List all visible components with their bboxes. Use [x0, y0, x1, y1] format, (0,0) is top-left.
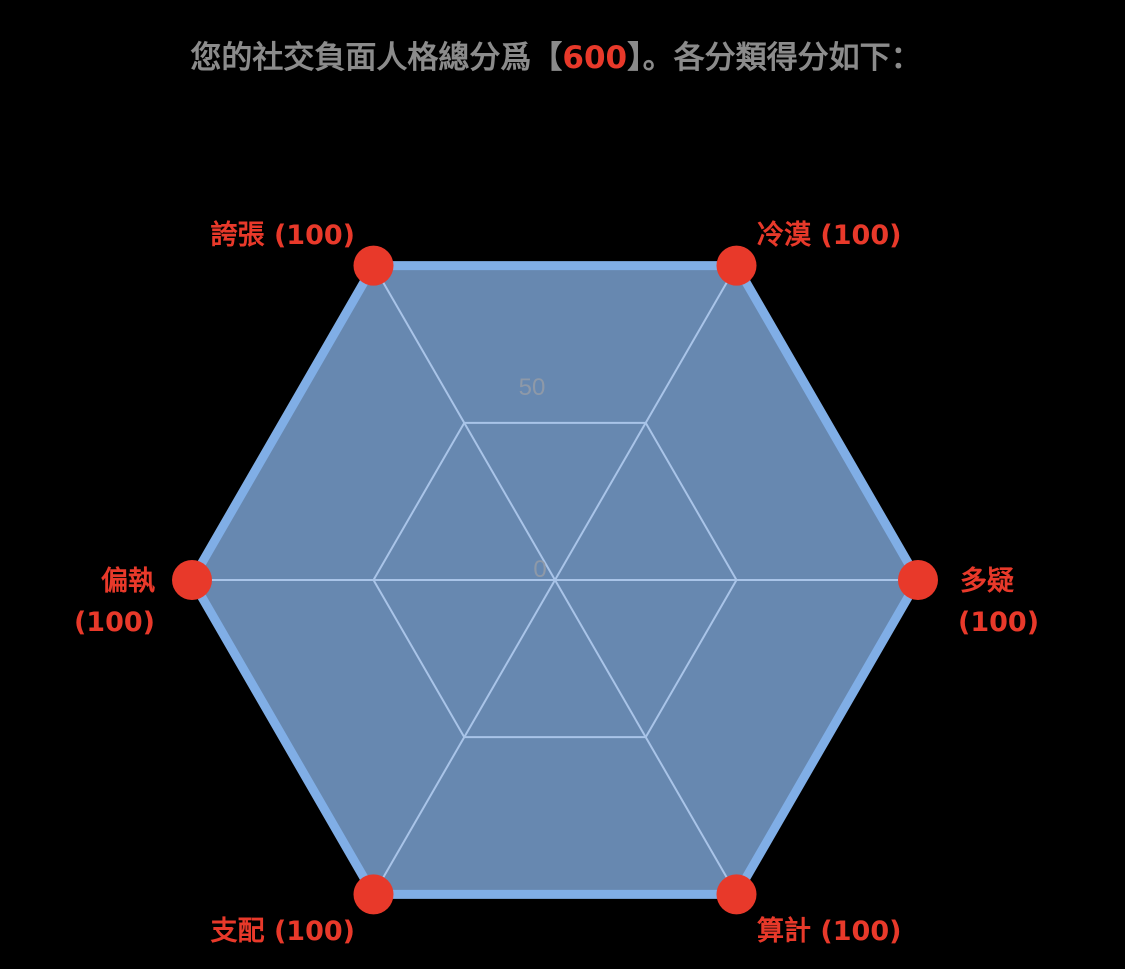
axis-label: 偏執 [101, 566, 155, 597]
data-point [353, 245, 394, 286]
tick-label: 0 [533, 556, 546, 583]
grid-spoke [554, 265, 738, 581]
title-prefix: 您的社交負面人格總分爲【 [190, 40, 563, 76]
axis-label: 多疑 [960, 566, 1014, 597]
data-point [898, 560, 938, 600]
axis-label: 算計 (100) [757, 915, 901, 947]
chart-title: 您的社交負面人格總分爲【600】。各分類得分如下： [0, 32, 1112, 77]
grid-spoke [372, 579, 556, 895]
data-point [716, 245, 757, 286]
grid-spoke [554, 579, 738, 895]
grid-spoke [372, 265, 556, 581]
tick-label: 50 [519, 374, 546, 401]
data-point [172, 560, 212, 600]
title-suffix: 】。各分類得分如下： [627, 40, 922, 76]
data-point [353, 874, 394, 915]
axis-label: 誇張 (100) [211, 219, 355, 251]
axis-value-label: (100) [958, 607, 1039, 638]
total-score: 600 [562, 40, 628, 76]
axis-label: 冷漠 (100) [757, 220, 901, 251]
axis-label: 支配 (100) [211, 916, 355, 947]
axis-value-label: (100) [74, 607, 155, 638]
data-point [716, 874, 757, 915]
